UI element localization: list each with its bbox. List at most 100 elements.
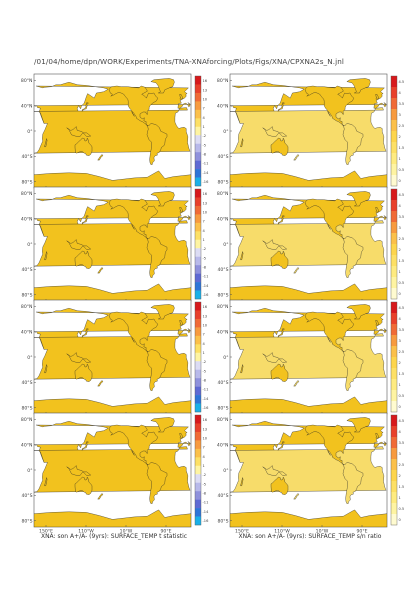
land-indonesia [262,126,288,137]
colorbar-label: 2.5 [399,350,405,354]
colorbar-swatch [195,499,201,509]
land-madagascar [240,137,244,147]
land-greenland [346,191,371,207]
y-tick-label: 80°N [21,417,33,423]
y-tick-label: 40°S [21,267,32,273]
colorbar-swatch [391,266,397,278]
colorbar-swatch [195,440,201,450]
colorbar-swatch [391,109,397,121]
colorbar-label: 1 [399,157,401,161]
colorbar-swatch [195,457,201,466]
colorbar-swatch [195,290,201,300]
colorbar-swatch [195,222,201,232]
y-tick-label: 0° [223,129,228,135]
land-indonesia [262,352,288,363]
colorbar-label: 16 [203,192,208,196]
colorbar-label: 2.5 [399,237,405,241]
y-tick-label: 80°S [21,179,32,185]
colorbar-swatch [391,357,397,369]
land-south-america [342,462,364,504]
land-africa [230,220,387,267]
colorbar-label: 10 [203,97,208,101]
x-tick-label: 90°E [356,529,367,535]
colorbar-label: 1.5 [399,485,405,489]
colorbar-swatch [391,255,397,267]
colorbar-label: 0 [399,405,402,409]
x-tick-label: 10°W [316,529,329,535]
colorbar-label: 13 [203,88,208,92]
colorbar-label: 0 [399,292,402,296]
x-tick-label: 150°E [39,529,53,535]
panel-mam-t-statistic: 80°N40°N0°40°S80°S150°E110°W10°W90°E1613… [14,181,214,316]
colorbar-label: -14 [203,284,210,288]
map-svg: 80°N40°N0°40°S80°S150°E110°W10°W90°E4.54… [217,73,405,196]
land-africa [230,107,387,154]
colorbar-swatch [391,437,397,449]
colorbar-label: 7 [203,446,205,450]
y-tick-label: 80°N [217,417,229,423]
map-svg: 80°N40°N0°40°S80°S150°E110°W10°W90°E1613… [21,299,210,422]
y-tick-label: 40°N [217,329,229,335]
colorbar-swatch [391,288,397,300]
y-tick-label: 40°S [21,380,32,386]
colorbar-label: -14 [203,397,210,401]
land-north-america [304,85,355,127]
colorbar-label: 0.5 [399,281,405,285]
y-tick-label: 40°N [21,103,33,109]
colorbar-label: 4.5 [399,80,405,84]
land-greenland [150,78,175,94]
land-uk [375,94,379,100]
file-path-header: /01/04/home/dpn/WORK/Experiments/TNA-XNA… [34,57,344,66]
land-greenland [150,304,175,320]
land-new-zealand [293,267,300,274]
land-australia [270,250,289,269]
y-tick-label: 80°S [217,405,228,411]
land-antarctica [34,170,191,188]
colorbar-label: -16 [203,406,210,410]
land-south-america [146,123,168,165]
y-tick-label: 80°S [21,518,32,524]
colorbar-label: 4 [203,116,206,120]
y-tick-label: 80°S [21,405,32,411]
colorbar-swatch [195,378,201,387]
colorbar-label: 13 [203,201,208,205]
colorbar-swatch [195,423,201,433]
x-tick-label: 110°W [78,529,94,535]
land-antarctica [230,170,387,188]
colorbar-swatch [391,313,397,325]
land-uk [179,94,183,100]
y-tick-label: 80°S [21,292,32,298]
colorbar-label: 3.5 [399,215,405,219]
land-australia [270,476,289,495]
colorbar-label: 1 [399,270,401,274]
land-australia [74,363,93,382]
colorbar-label: 3.5 [399,102,405,106]
colorbar-swatch [195,431,201,441]
colorbar-label: 16 [203,79,208,83]
x-tick-label: 110°W [274,529,290,535]
colorbar-swatch [391,379,397,391]
colorbar-label: 4 [203,229,206,233]
colorbar-label: 1 [399,496,401,500]
land-japan [81,328,89,339]
land-uk [375,320,379,326]
y-tick-label: 40°N [21,329,33,335]
colorbar-swatch [391,233,397,245]
colorbar-swatch [391,87,397,99]
colorbar-label: -2 [203,247,207,251]
land-antarctica [230,283,387,301]
colorbar-label: 4 [203,342,206,346]
land-greenland [150,417,175,433]
land-new-zealand [293,154,300,161]
colorbar-swatch [195,361,201,370]
land-antarctica [230,509,387,527]
colorbar-label: 7 [203,107,205,111]
colorbar-label: 4.5 [399,419,405,423]
colorbar-swatch [195,118,201,127]
colorbar-swatch [195,448,201,458]
colorbar-label: 1 [203,238,205,242]
land-uk [375,433,379,439]
land-madagascar [44,250,48,260]
colorbar-swatch [195,482,201,492]
land-uk [179,433,183,439]
